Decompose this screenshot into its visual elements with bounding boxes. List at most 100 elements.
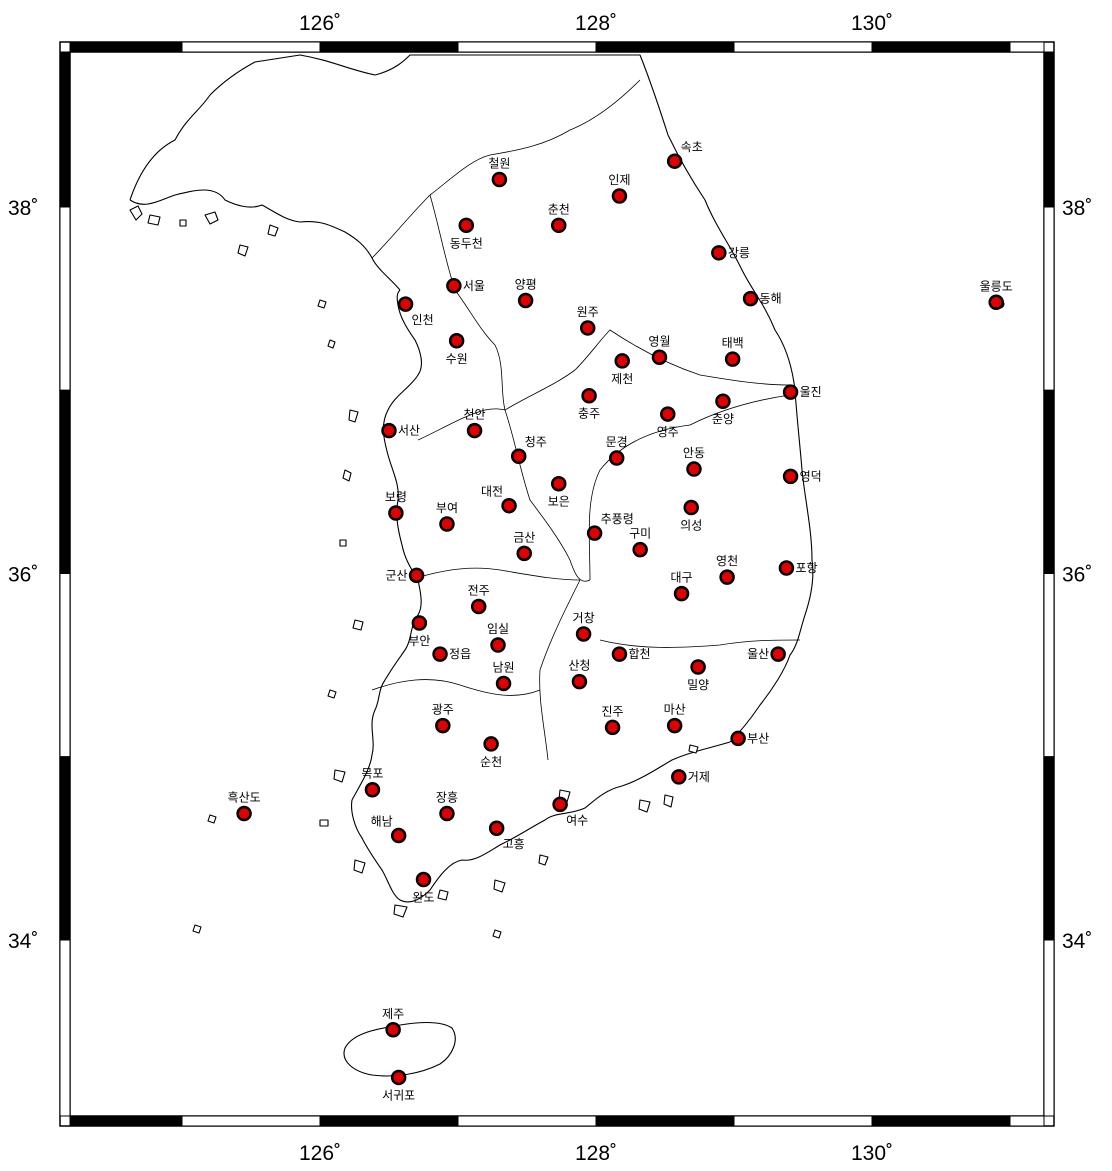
station-label: 남원 (492, 660, 514, 674)
station-marker[interactable]: 의성 (680, 499, 702, 533)
station-dot (730, 730, 746, 747)
station-label: 추풍령 (601, 512, 634, 526)
frame-bar-left (59, 389, 71, 574)
frame-bar-right (1043, 389, 1055, 574)
station-marker[interactable]: 울진 (782, 384, 822, 400)
station-marker[interactable]: 산청 (568, 659, 590, 690)
station-dot (381, 422, 397, 439)
station-dot (432, 646, 448, 662)
station-marker[interactable]: 정읍 (432, 646, 472, 662)
station-marker[interactable]: 합천 (611, 646, 651, 662)
station-marker[interactable]: 울릉도 (980, 279, 1013, 311)
gyeongbuk-boundary (588, 394, 791, 581)
station-marker[interactable]: 목포 (361, 767, 383, 798)
station-marker[interactable]: 부안 (408, 615, 430, 648)
station-marker[interactable]: 진주 (602, 704, 624, 736)
station-marker[interactable]: 보은 (548, 475, 570, 509)
frame-bar-left (59, 573, 71, 758)
station-marker[interactable]: 제천 (611, 353, 633, 386)
station-marker[interactable]: 여수 (552, 796, 589, 828)
station-marker[interactable]: 전주 (468, 583, 490, 615)
station-marker[interactable]: 동해 (742, 290, 782, 307)
station-label: 속초 (681, 140, 703, 154)
station-marker[interactable]: 금산 (513, 530, 535, 562)
station-marker[interactable]: 제주 (382, 1007, 404, 1038)
station-marker[interactable]: 거제 (671, 769, 710, 785)
frame-bar-left (59, 756, 71, 941)
station-marker[interactable]: 임실 (487, 622, 509, 653)
station-marker[interactable]: 보령 (385, 490, 407, 521)
frame-bar-bottom (871, 1115, 1011, 1127)
station-marker[interactable]: 원주 (577, 305, 599, 336)
station-label: 부안 (408, 634, 430, 648)
station-marker[interactable]: 추풍령 (586, 512, 634, 541)
station-dot (439, 516, 455, 532)
station-dot (516, 545, 532, 562)
station-marker[interactable]: 남원 (492, 660, 515, 692)
frame-bar-bottom (181, 1115, 321, 1127)
station-marker[interactable]: 철원 (488, 157, 510, 188)
station-label: 완도 (412, 891, 434, 905)
frame-bar-top (181, 41, 321, 53)
station-label: 전주 (468, 583, 490, 597)
frame-bar-left (59, 51, 71, 208)
station-marker[interactable]: 영주 (657, 406, 679, 440)
station-marker[interactable]: 울산 (747, 646, 786, 662)
station-label: 인제 (608, 173, 630, 187)
station-marker[interactable]: 군산 (386, 567, 425, 584)
station-marker[interactable]: 인제 (608, 173, 631, 204)
station-marker[interactable]: 부여 (436, 501, 458, 532)
station-marker[interactable]: 충주 (578, 387, 600, 421)
station-dot (686, 461, 702, 477)
station-marker[interactable]: 구미 (629, 527, 651, 558)
station-marker[interactable]: 영덕 (782, 468, 822, 485)
station-marker[interactable]: 장흥 (436, 791, 458, 822)
station-marker[interactable]: 고흥 (488, 820, 525, 852)
station-marker[interactable]: 서산 (381, 422, 421, 439)
station-marker[interactable]: 춘양 (712, 393, 734, 427)
station-marker[interactable]: 청주 (510, 435, 547, 464)
station-marker[interactable]: 동두천 (450, 217, 483, 251)
station-marker[interactable]: 영월 (648, 334, 671, 366)
station-label: 진주 (602, 704, 624, 718)
station-marker[interactable]: 수원 (446, 333, 468, 366)
station-marker[interactable]: 강릉 (711, 245, 750, 261)
station-marker[interactable]: 밀양 (687, 659, 709, 692)
station-marker[interactable]: 속초 (666, 140, 703, 169)
station-dot (666, 717, 683, 734)
station-marker[interactable]: 태백 (722, 336, 744, 367)
map-frame (59, 41, 1055, 1127)
station-label: 거제 (688, 770, 710, 784)
islands (129, 205, 699, 939)
station-marker[interactable]: 순천 (480, 736, 502, 769)
station-marker[interactable]: 서울 (446, 278, 485, 294)
station-marker[interactable]: 광주 (432, 703, 454, 734)
station-marker[interactable]: 안동 (683, 446, 705, 477)
station-marker[interactable]: 서귀포 (382, 1069, 415, 1103)
station-marker[interactable]: 완도 (412, 871, 435, 905)
station-marker[interactable]: 양평 (515, 277, 537, 309)
frame-bar-bottom (595, 1115, 735, 1127)
station-marker[interactable]: 영천 (716, 553, 738, 585)
lon-tick-label-top: 126˚ (299, 12, 341, 35)
station-dot (604, 719, 621, 736)
station-dot (446, 278, 462, 294)
station-marker[interactable]: 흑산도 (228, 791, 261, 822)
station-marker[interactable]: 인천 (397, 296, 434, 328)
station-marker[interactable]: 포항 (778, 560, 818, 576)
station-marker[interactable]: 마산 (664, 703, 686, 734)
station-marker[interactable]: 대전 (481, 485, 517, 514)
station-marker[interactable]: 문경 (606, 435, 628, 466)
station-label: 안동 (683, 446, 705, 460)
gyeongnam-boundary (539, 579, 581, 761)
station-dot (385, 1022, 401, 1038)
station-marker[interactable]: 천안 (464, 407, 486, 439)
station-marker[interactable]: 춘천 (548, 201, 570, 234)
station-dot (586, 525, 603, 541)
station-marker[interactable]: 해남 (371, 815, 407, 844)
station-dot (397, 296, 414, 312)
station-marker[interactable]: 대구 (671, 571, 693, 602)
station-marker[interactable]: 부산 (730, 730, 770, 747)
station-marker[interactable]: 거창 (573, 611, 595, 642)
